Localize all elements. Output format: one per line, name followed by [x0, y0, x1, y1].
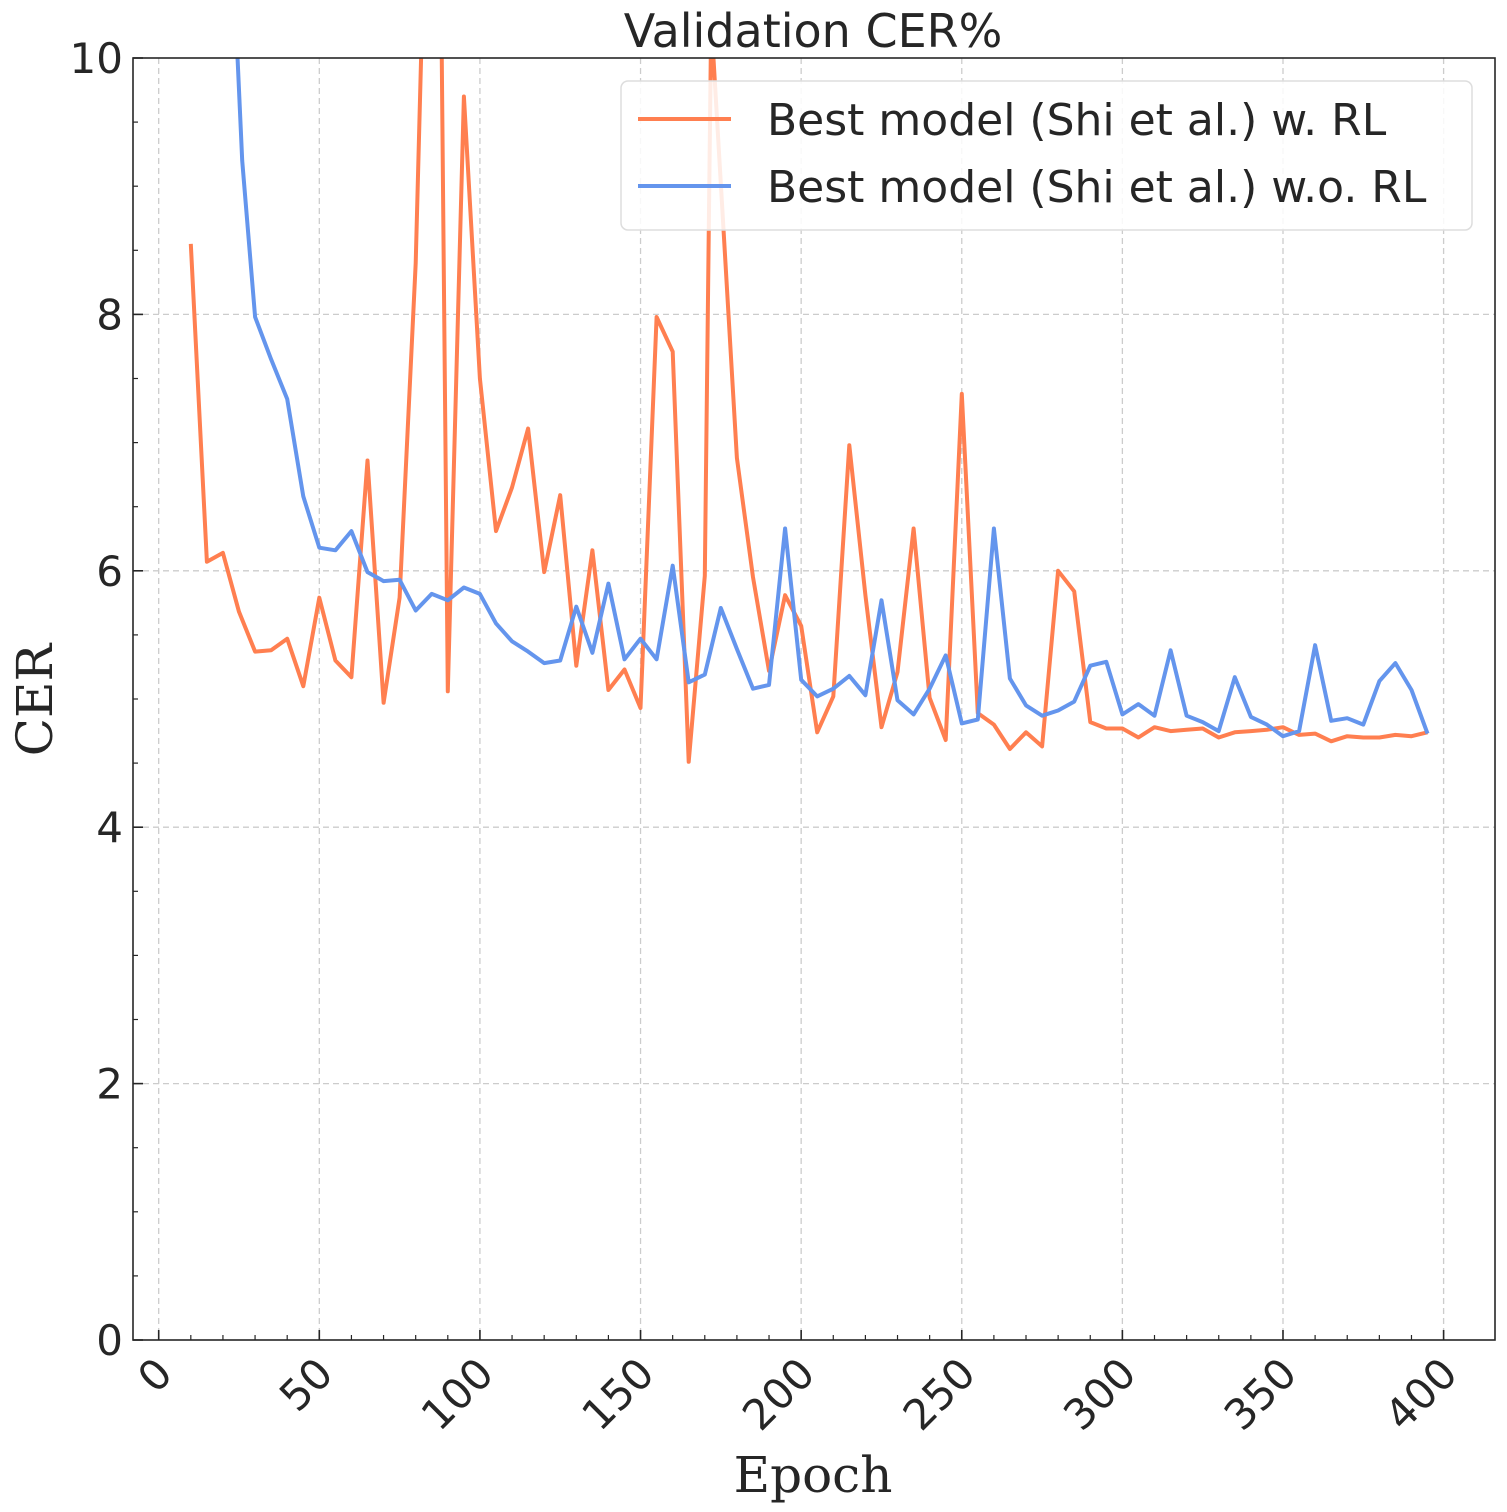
y-tick-label: 4	[96, 803, 123, 852]
y-tick-label: 2	[96, 1060, 123, 1109]
legend: Best model (Shi et al.) w. RL Best model…	[620, 80, 1473, 231]
series-line-no-rl	[235, 58, 1430, 739]
series-layer	[188, 58, 1430, 764]
chart-title: Validation CER%	[624, 4, 1003, 58]
y-axis-label: CER	[6, 642, 64, 756]
x-axis-label: Epoch	[734, 1446, 893, 1504]
legend-box	[620, 80, 1473, 231]
y-tick-label: 8	[96, 290, 123, 339]
y-tick-label: 0	[96, 1316, 123, 1365]
y-tick-label: 10	[70, 34, 123, 83]
y-tick-label: 6	[96, 547, 123, 596]
legend-label-no-rl: Best model (Shi et al.) w.o. RL	[767, 162, 1427, 213]
legend-label-rl: Best model (Shi et al.) w. RL	[767, 95, 1387, 146]
series-line-rl	[188, 58, 1428, 764]
